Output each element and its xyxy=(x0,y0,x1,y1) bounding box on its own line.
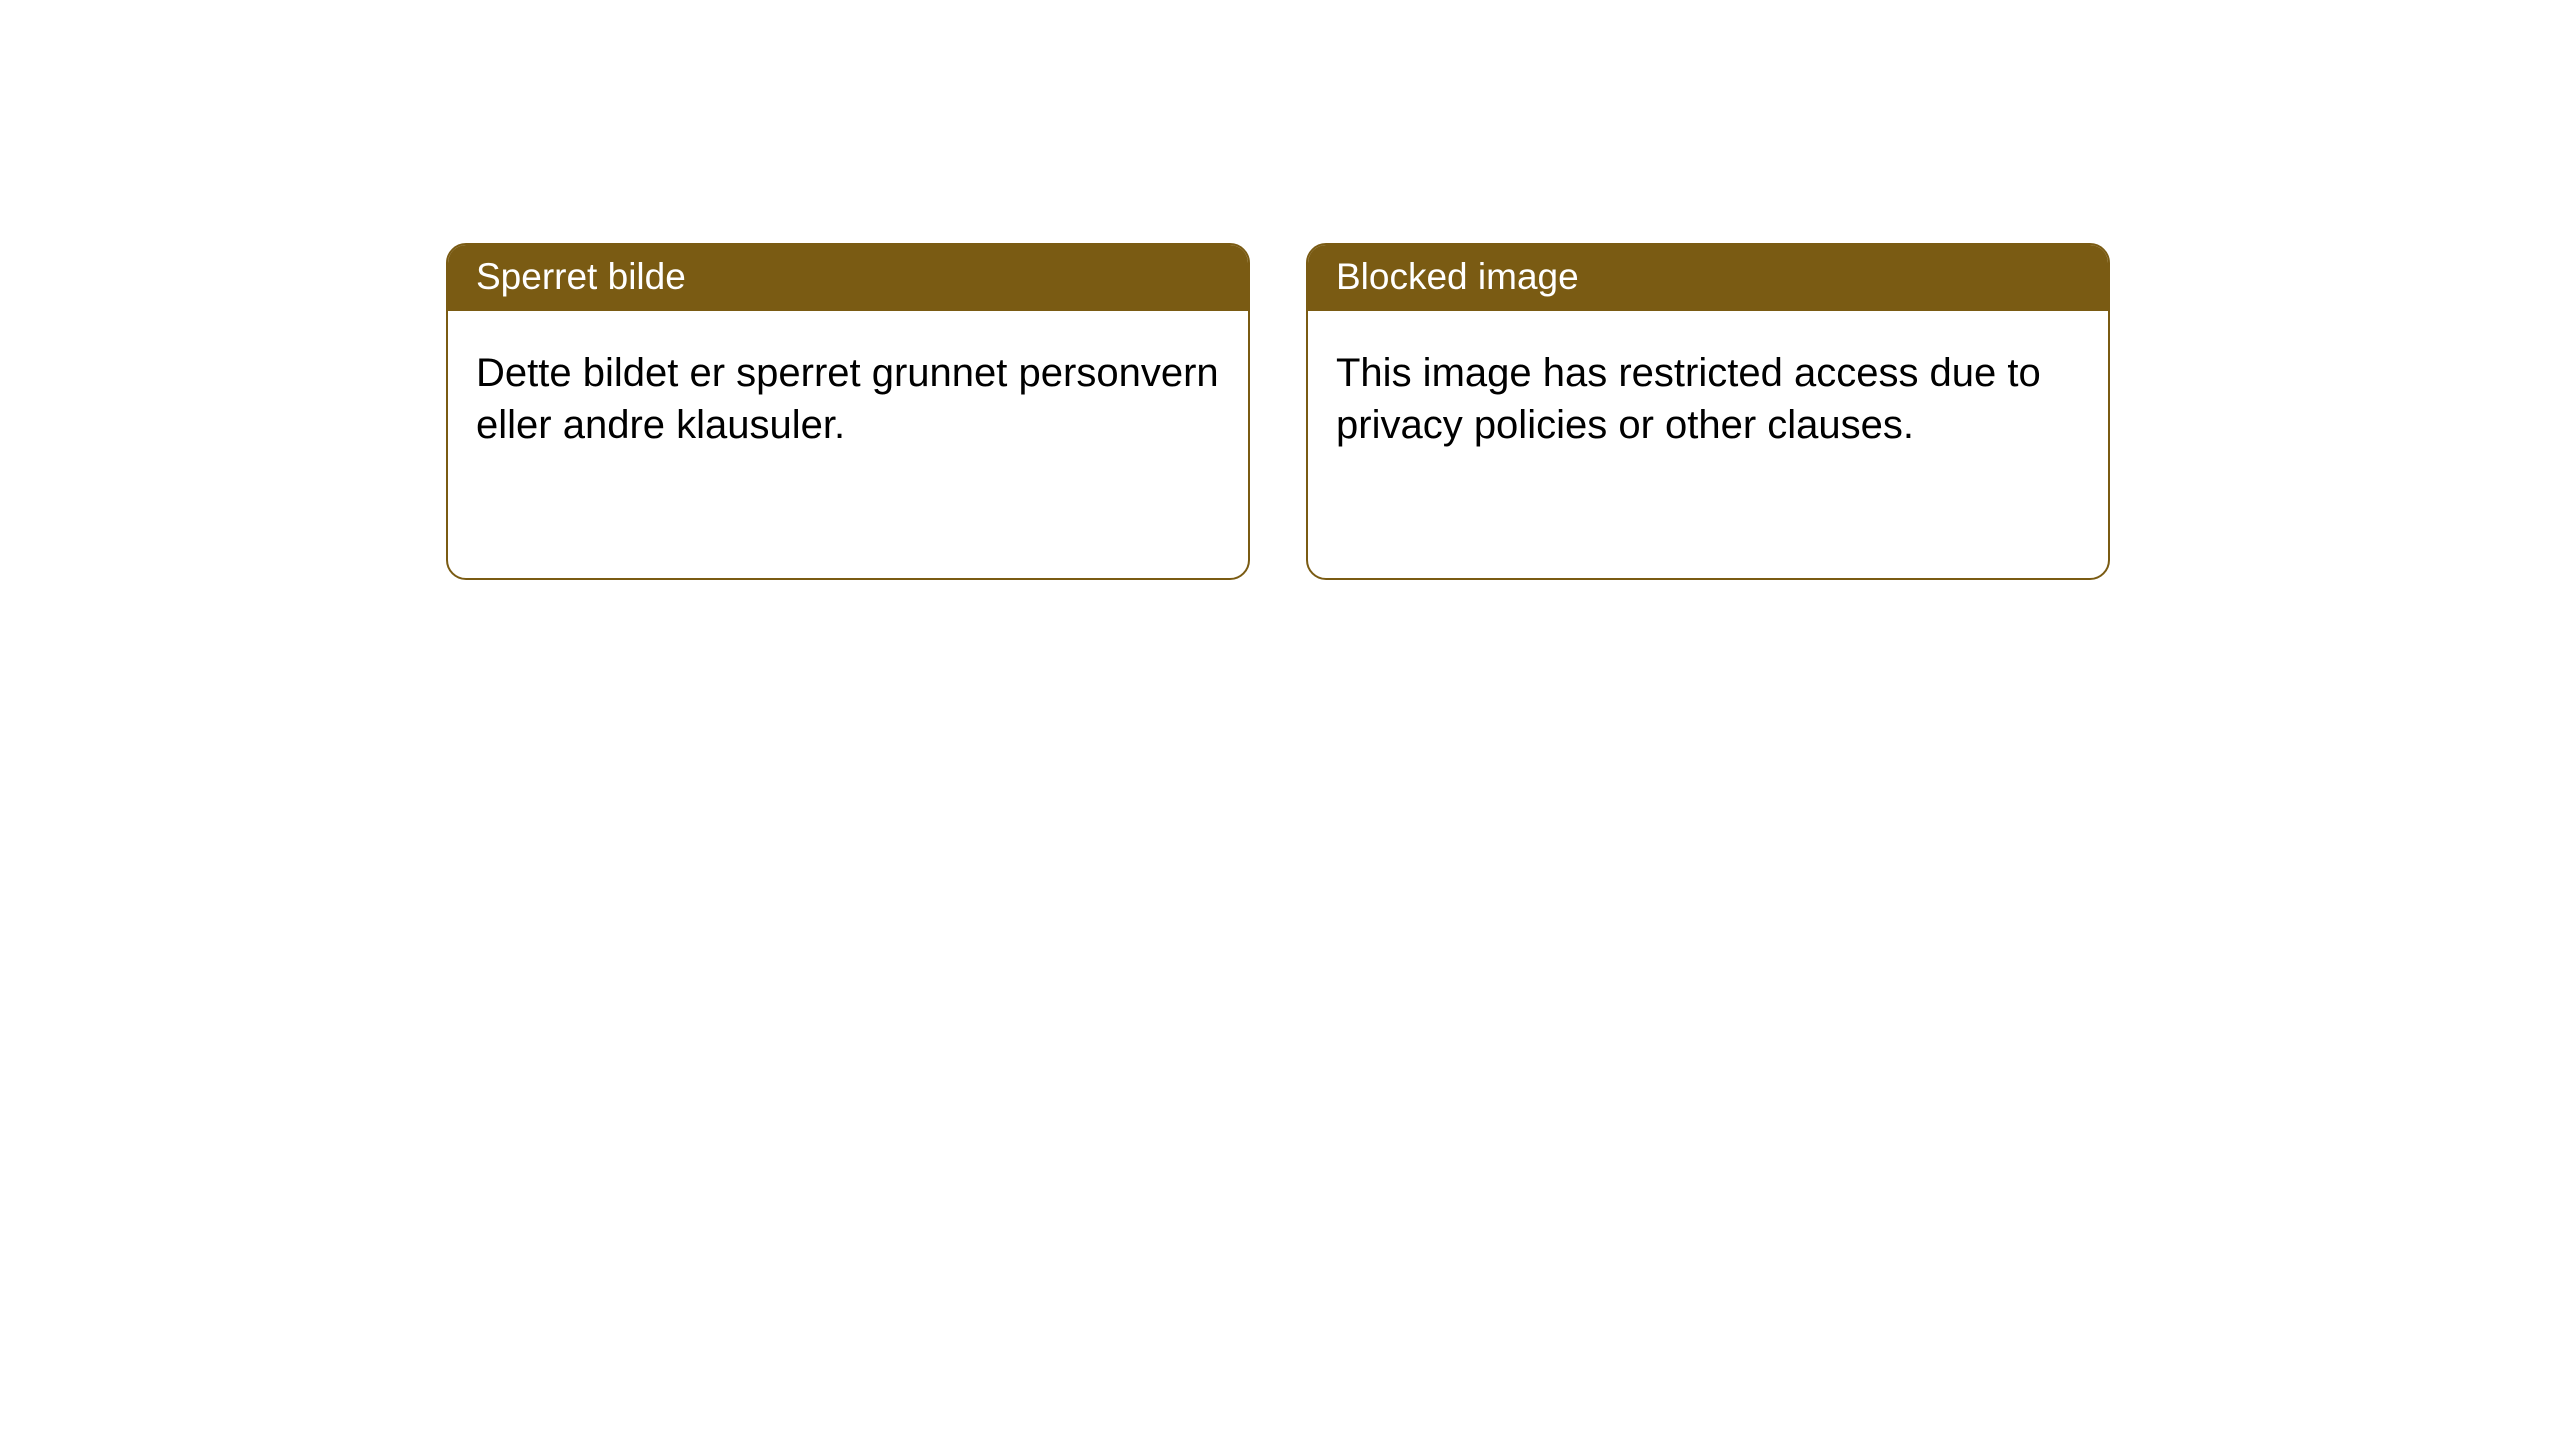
card-header: Blocked image xyxy=(1308,245,2108,311)
notice-container: Sperret bilde Dette bildet er sperret gr… xyxy=(0,0,2560,580)
card-body-text: This image has restricted access due to … xyxy=(1336,351,2041,447)
card-header: Sperret bilde xyxy=(448,245,1248,311)
card-body-text: Dette bildet er sperret grunnet personve… xyxy=(476,351,1219,447)
card-body: This image has restricted access due to … xyxy=(1308,311,2108,487)
blocked-image-card-no: Sperret bilde Dette bildet er sperret gr… xyxy=(446,243,1250,580)
blocked-image-card-en: Blocked image This image has restricted … xyxy=(1306,243,2110,580)
card-body: Dette bildet er sperret grunnet personve… xyxy=(448,311,1248,487)
card-title: Blocked image xyxy=(1336,256,1579,297)
card-title: Sperret bilde xyxy=(476,256,686,297)
